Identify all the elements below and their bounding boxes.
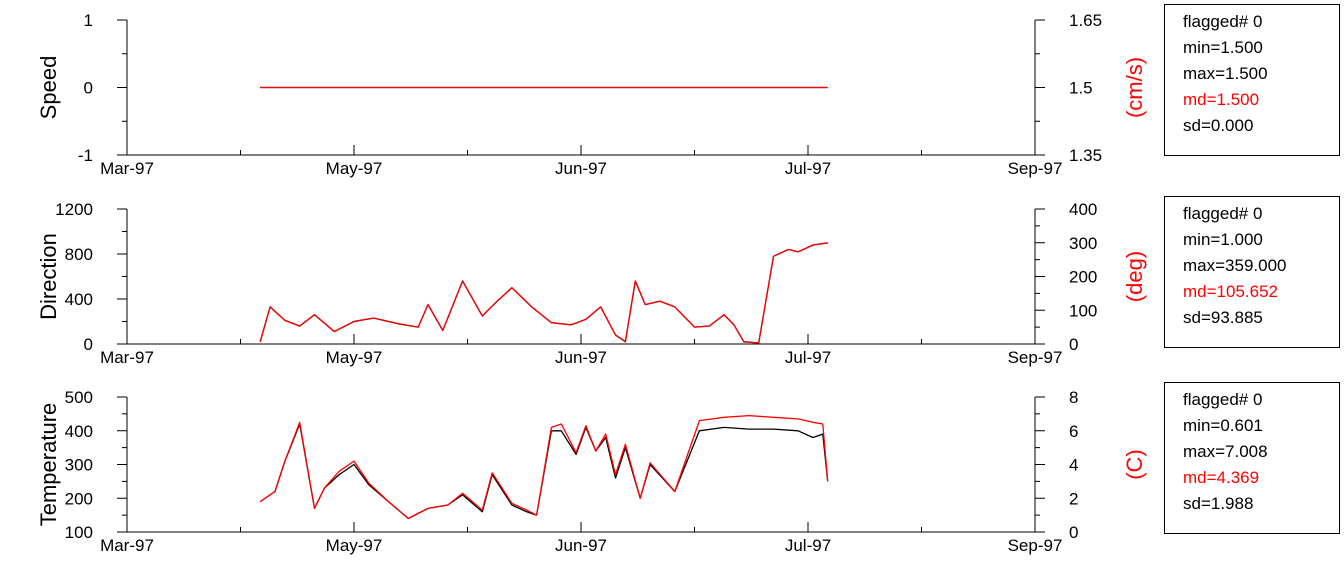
stat-min: min=1.500 — [1183, 38, 1263, 57]
x-tick-label: Jul-97 — [785, 348, 831, 367]
y2-tick-label: 0 — [1069, 335, 1078, 354]
y2-tick-label: 0 — [1069, 523, 1078, 542]
stat-min: min=1.000 — [1183, 230, 1263, 249]
stat-sd: sd=1.988 — [1183, 494, 1254, 513]
y-tick-label: 0 — [84, 79, 93, 98]
y-tick-label: 1200 — [55, 200, 93, 219]
y-tick-label: 300 — [65, 456, 93, 475]
y-axis-title: Temperature — [36, 403, 61, 527]
stat-max: max=1.500 — [1183, 64, 1268, 83]
stat-flagged: flagged# 0 — [1183, 390, 1263, 409]
y2-tick-label: 1.65 — [1069, 11, 1102, 30]
y2-axis-title: (C) — [1122, 449, 1147, 480]
x-tick-label: Jun-97 — [555, 536, 607, 555]
stat-sd: sd=0.000 — [1183, 116, 1254, 135]
x-tick-label: Jul-97 — [785, 159, 831, 178]
stat-md: md=105.652 — [1183, 282, 1278, 301]
y-axis-title: Speed — [36, 56, 61, 120]
y-tick-label: 100 — [65, 523, 93, 542]
y-tick-label: 500 — [65, 388, 93, 407]
stat-md: md=4.369 — [1183, 468, 1260, 487]
series-line-direction-left — [259, 242, 828, 344]
y2-tick-label: 400 — [1069, 200, 1097, 219]
x-tick-label: May-97 — [326, 348, 383, 367]
y-tick-label: -1 — [78, 146, 93, 165]
y2-tick-label: 8 — [1069, 388, 1078, 407]
stat-max: max=359.000 — [1183, 256, 1287, 275]
stats-box-direction: flagged# 0 min=1.000 max=359.000 md=105.… — [1164, 196, 1340, 348]
x-tick-label: Sep-97 — [1008, 536, 1063, 555]
y2-tick-label: 4 — [1069, 456, 1078, 475]
y2-tick-label: 200 — [1069, 268, 1097, 287]
y-tick-label: 400 — [65, 422, 93, 441]
y-tick-label: 800 — [65, 245, 93, 264]
y-tick-label: 0 — [84, 335, 93, 354]
stat-md: md=1.500 — [1183, 90, 1260, 109]
stats-box-temperature: flagged# 0 min=0.601 max=7.008 md=4.369 … — [1164, 382, 1340, 534]
y2-tick-label: 2 — [1069, 489, 1078, 508]
x-tick-label: Jul-97 — [785, 536, 831, 555]
x-tick-label: Mar-97 — [100, 159, 154, 178]
stat-max: max=7.008 — [1183, 442, 1268, 461]
y2-tick-label: 300 — [1069, 234, 1097, 253]
y-tick-label: 200 — [65, 489, 93, 508]
x-tick-label: Jun-97 — [555, 159, 607, 178]
x-tick-label: Jun-97 — [555, 348, 607, 367]
stat-sd: sd=93.885 — [1183, 308, 1263, 327]
x-tick-label: Mar-97 — [100, 536, 154, 555]
y2-axis-title: (deg) — [1122, 251, 1147, 302]
y2-tick-label: 1.35 — [1069, 146, 1102, 165]
y-tick-label: 400 — [65, 290, 93, 309]
x-tick-label: May-97 — [326, 536, 383, 555]
x-tick-label: May-97 — [326, 159, 383, 178]
series-line-direction-right — [259, 242, 828, 344]
x-tick-label: Sep-97 — [1008, 348, 1063, 367]
x-tick-label: Sep-97 — [1008, 159, 1063, 178]
x-tick-label: Mar-97 — [100, 348, 154, 367]
stat-flagged: flagged# 0 — [1183, 204, 1263, 223]
stats-box-speed: flagged# 0 min=1.500 max=1.500 md=1.500 … — [1164, 4, 1340, 156]
series-line-temperature-right — [259, 414, 829, 520]
stat-min: min=0.601 — [1183, 416, 1263, 435]
y2-tick-label: 6 — [1069, 422, 1078, 441]
stat-flagged: flagged# 0 — [1183, 12, 1263, 31]
y2-axis-title: (cm/s) — [1122, 57, 1147, 118]
y-tick-label: 1 — [84, 11, 93, 30]
y2-tick-label: 100 — [1069, 301, 1097, 320]
y2-tick-label: 1.5 — [1069, 79, 1093, 98]
y-axis-title: Direction — [36, 233, 61, 320]
